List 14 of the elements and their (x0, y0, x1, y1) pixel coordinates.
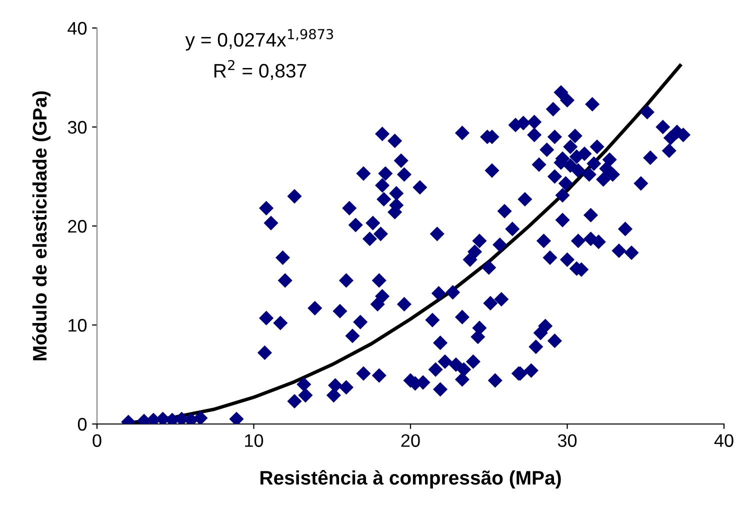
y-tick-label: 10 (68, 318, 87, 332)
y-tick-label: 0 (78, 418, 87, 431)
y-tick-label: 40 (68, 22, 87, 35)
annotation: R$^{2}$ = 0,837 (214, 60, 306, 80)
y-axis-title: Módulo de elasticidade (GPa) (32, 91, 51, 360)
x-tick-label: 10 (245, 434, 264, 447)
y-tick-label: 30 (68, 120, 87, 134)
x-tick-label: 40 (714, 434, 734, 447)
x-tick-label: 30 (558, 434, 577, 447)
x-tick-label: 0 (92, 434, 102, 447)
y-tick-label: 20 (68, 220, 87, 233)
x-axis-title: Resistência à compressão (MPa) (260, 470, 561, 489)
annotation: y = 0,0274x$^{1,9873}$ (185, 28, 334, 51)
x-tick-label: 20 (401, 434, 420, 447)
